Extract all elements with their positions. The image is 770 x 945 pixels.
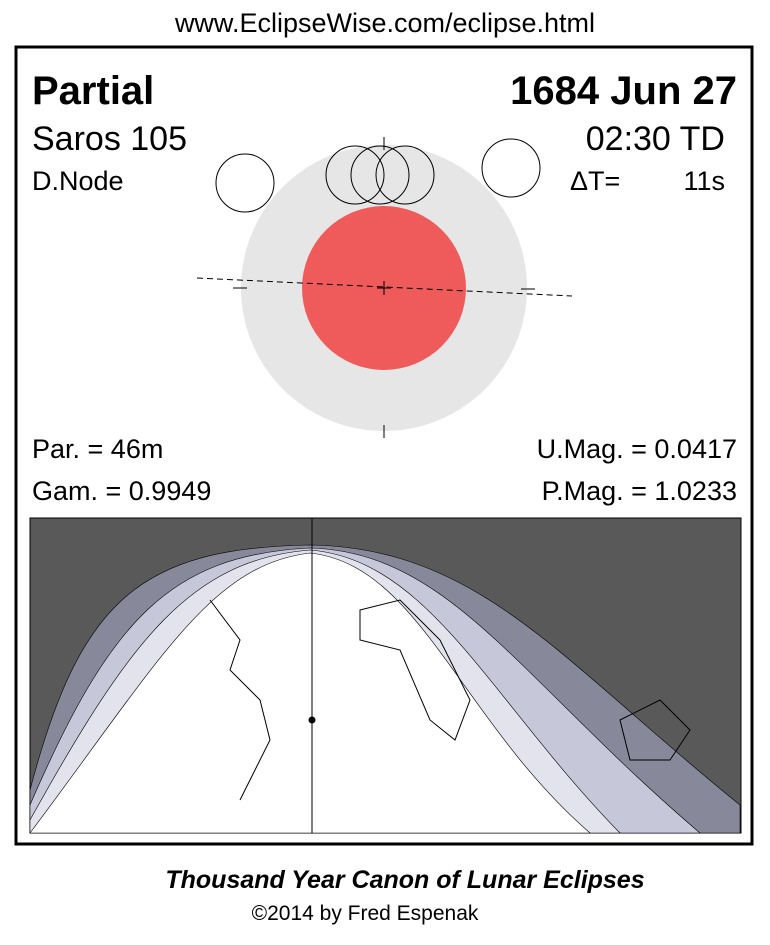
moon xyxy=(481,138,541,198)
footer-title: Thousand Year Canon of Lunar Eclipses xyxy=(165,866,644,894)
moon xyxy=(375,145,435,205)
visible-zone xyxy=(29,552,591,834)
greatest-eclipse-point xyxy=(308,716,316,724)
node: D.Node xyxy=(32,166,124,196)
time: 02:30 TD xyxy=(586,120,725,158)
map xyxy=(29,517,742,834)
frame xyxy=(14,45,754,846)
umbral-mag: U.Mag. = 0.0417 xyxy=(537,434,737,464)
credit: ©2014 by Fred Espenak xyxy=(252,902,479,925)
moon xyxy=(350,145,410,205)
saros: Saros 105 xyxy=(32,120,187,158)
eclipse-type: Partial xyxy=(32,69,154,113)
coastline xyxy=(209,599,691,801)
moon xyxy=(215,153,275,213)
penumbral-mag: P.Mag. = 1.0233 xyxy=(542,476,737,506)
shadow-diagram xyxy=(196,137,573,438)
eclipse-date: 1684 Jun 27 xyxy=(510,69,737,113)
delta-t: 11s xyxy=(683,166,725,196)
partial-duration: Par. = 46m xyxy=(32,434,163,464)
delta-t-label: ΔT= xyxy=(570,166,620,196)
ecliptic xyxy=(196,277,573,297)
gamma: Gam. = 0.9949 xyxy=(32,476,211,506)
url: www.EclipseWise.com/eclipse.html xyxy=(174,8,595,38)
moon xyxy=(325,145,385,205)
